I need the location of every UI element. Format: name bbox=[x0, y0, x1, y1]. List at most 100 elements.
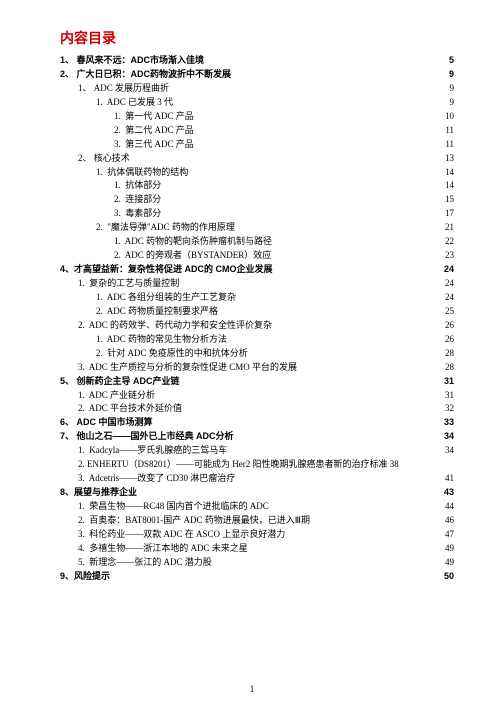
toc-page-number: 9 bbox=[430, 96, 454, 110]
toc-entry: 1. ADC 产业链分析31 bbox=[60, 389, 454, 403]
toc-label: 2. 第二代 ADC 产品 bbox=[60, 124, 430, 138]
toc-label: 4. 多禧生物——浙江本地的 ADC 未来之星 bbox=[60, 542, 430, 556]
toc-label: 5. 新理念——张江的 ADC 潜力股 bbox=[60, 556, 430, 570]
toc-page-number: 14 bbox=[430, 179, 454, 193]
toc-page-number: 34 bbox=[430, 430, 454, 444]
toc-entry: 8、展望与推荐企业43 bbox=[60, 486, 454, 500]
toc-entry: 1. 荣昌生物——RC48 国内首个进批临床的 ADC44 bbox=[60, 500, 454, 514]
toc-page-number: 22 bbox=[430, 235, 454, 249]
toc-label: 1. 荣昌生物——RC48 国内首个进批临床的 ADC bbox=[60, 500, 430, 514]
toc-entry: 6、 ADC 中国市场测算33 bbox=[60, 416, 454, 430]
toc-entry: 1. 复杂的工艺与质量控制24 bbox=[60, 277, 454, 291]
toc-label: 2. "魔法导弹"ADC 药物的作用原理 bbox=[60, 221, 430, 235]
toc-page-number: 32 bbox=[430, 402, 454, 416]
toc-entry: 1. 第一代 ADC 产品10 bbox=[60, 110, 454, 124]
toc-label: 7、 他山之石——国外已上市经典 ADC分析 bbox=[60, 430, 430, 444]
toc-title: 内容目录 bbox=[60, 28, 454, 48]
toc-label: 3. 毒素部分 bbox=[60, 207, 430, 221]
toc-entry: 5. 新理念——张江的 ADC 潜力股49 bbox=[60, 556, 454, 570]
toc-page-number: 47 bbox=[430, 528, 454, 542]
toc-page-number: 11 bbox=[430, 124, 454, 138]
toc-entry: 3. Adcetris——改变了 CD30 淋巴瘤治疗41 bbox=[60, 472, 454, 486]
toc-label: 2、 广大日已积：ADC药物波折中不断发展 bbox=[60, 68, 430, 82]
toc-page-number: 49 bbox=[430, 542, 454, 556]
toc-entry: 2. "魔法导弹"ADC 药物的作用原理21 bbox=[60, 221, 454, 235]
toc-label: 6、 ADC 中国市场测算 bbox=[60, 416, 430, 430]
toc-entry: 2. ADC 平台技术外延价值32 bbox=[60, 402, 454, 416]
toc-label: 1. ADC 已发展 3 代 bbox=[60, 96, 430, 110]
toc-label: 1. 抗体偶联药物的结构 bbox=[60, 166, 430, 180]
toc-body: 1、 春风来不远：ADC市场渐入佳境52、 广大日已积：ADC药物波折中不断发展… bbox=[60, 54, 454, 584]
toc-page-number: 26 bbox=[430, 333, 454, 347]
toc-label: 3. 科伦药业——双款 ADC 在 ASCO 上显示良好潜力 bbox=[60, 528, 430, 542]
toc-label: 1. 第一代 ADC 产品 bbox=[60, 110, 430, 124]
toc-label: 5、 创新药企主导 ADC产业链 bbox=[60, 375, 430, 389]
toc-entry: 1、 ADC 发展历程曲折9 bbox=[60, 82, 454, 96]
toc-label: 2. ADC 的药效学、药代动力学和安全性评价复杂 bbox=[60, 319, 430, 333]
toc-page-number: 11 bbox=[430, 138, 454, 152]
toc-label: 1. ADC 各组分组装的生产工艺复杂 bbox=[60, 291, 430, 305]
toc-entry: 1. 抗体部分14 bbox=[60, 179, 454, 193]
toc-entry: 1、 春风来不远：ADC市场渐入佳境5 bbox=[60, 54, 454, 68]
toc-label: 2. ADC 的旁观者（BYSTANDER）效应 bbox=[60, 249, 430, 263]
toc-page-number: 31 bbox=[430, 389, 454, 403]
toc-label: 1. 抗体部分 bbox=[60, 179, 430, 193]
toc-page-number: 21 bbox=[430, 221, 454, 235]
toc-label: 1. ADC 药物的靶向杀伤肿瘤机制与路径 bbox=[60, 235, 430, 249]
toc-page-number: 10 bbox=[430, 110, 454, 124]
toc-entry: 1. ADC 各组分组装的生产工艺复杂24 bbox=[60, 291, 454, 305]
page-footer: 1 bbox=[0, 684, 504, 694]
toc-page: 内容目录 1、 春风来不远：ADC市场渐入佳境52、 广大日已积：ADC药物波折… bbox=[0, 0, 504, 584]
toc-entry: 1. ADC 已发展 3 代9 bbox=[60, 96, 454, 110]
toc-entry: 3. 科伦药业——双款 ADC 在 ASCO 上显示良好潜力47 bbox=[60, 528, 454, 542]
toc-label: 1. ADC 药物的常见生物分析方法 bbox=[60, 333, 430, 347]
toc-label: 3. ADC 生产质控与分析的复杂性促进 CMO 平台的发展 bbox=[60, 361, 430, 375]
toc-page-number: 23 bbox=[430, 249, 454, 263]
toc-label: 9、风险提示 bbox=[60, 570, 430, 584]
toc-entry: 9、风险提示50 bbox=[60, 570, 454, 584]
toc-page-number: 5 bbox=[430, 54, 454, 68]
toc-page-number: 24 bbox=[430, 277, 454, 291]
toc-label: 4、才高望益新：复杂性将促进 ADC的 CMO企业发展 bbox=[60, 263, 430, 277]
toc-entry: 3. 毒素部分17 bbox=[60, 207, 454, 221]
toc-page-number: 28 bbox=[430, 347, 454, 361]
toc-page-number: 46 bbox=[430, 514, 454, 528]
toc-label: 2. 百奥泰：BAT8001-国产 ADC 药物进展最快，已进入Ⅲ期 bbox=[60, 514, 430, 528]
toc-label: 2、 核心技术 bbox=[60, 152, 430, 166]
toc-page-number: 24 bbox=[430, 263, 454, 277]
toc-page-number: 17 bbox=[430, 207, 454, 221]
toc-page-number: 43 bbox=[430, 486, 454, 500]
toc-entry: 2. 第二代 ADC 产品11 bbox=[60, 124, 454, 138]
toc-page-number: 14 bbox=[430, 166, 454, 180]
toc-page-number: 44 bbox=[430, 500, 454, 514]
toc-entry: 1. 抗体偶联药物的结构14 bbox=[60, 166, 454, 180]
toc-entry: 2、 广大日已积：ADC药物波折中不断发展9 bbox=[60, 68, 454, 82]
toc-label: 2. ADC 药物质量控制要求严格 bbox=[60, 305, 430, 319]
toc-page-number: 41 bbox=[430, 472, 454, 486]
toc-entry: 2. 针对 ADC 免疫原性的中和抗体分析28 bbox=[60, 347, 454, 361]
toc-label: 2. 针对 ADC 免疫原性的中和抗体分析 bbox=[60, 347, 430, 361]
toc-page-number: 28 bbox=[430, 361, 454, 375]
toc-entry: 7、 他山之石——国外已上市经典 ADC分析34 bbox=[60, 430, 454, 444]
toc-label: 2. 连接部分 bbox=[60, 193, 430, 207]
toc-page-number: 49 bbox=[430, 556, 454, 570]
toc-page-number: 26 bbox=[430, 319, 454, 333]
toc-page-number: 31 bbox=[430, 375, 454, 389]
toc-page-number: 13 bbox=[430, 152, 454, 166]
toc-entry: 1. ADC 药物的常见生物分析方法26 bbox=[60, 333, 454, 347]
toc-label: 8、展望与推荐企业 bbox=[60, 486, 430, 500]
toc-entry: 1. Kadcyla——罗氏乳腺癌的三驾马车34 bbox=[60, 444, 454, 458]
toc-label: 3. Adcetris——改变了 CD30 淋巴瘤治疗 bbox=[60, 472, 430, 486]
toc-page-number: 25 bbox=[430, 305, 454, 319]
toc-label: 3. 第三代 ADC 产品 bbox=[60, 138, 430, 152]
toc-page-number: 9 bbox=[430, 68, 454, 82]
toc-entry: 2、 核心技术13 bbox=[60, 152, 454, 166]
toc-page-number: 9 bbox=[430, 82, 454, 96]
toc-entry: 2. ENHERTU（DS8201）——可能成为 Her2 阳性晚期乳腺癌患者新… bbox=[60, 458, 454, 472]
toc-entry: 2. 百奥泰：BAT8001-国产 ADC 药物进展最快，已进入Ⅲ期46 bbox=[60, 514, 454, 528]
toc-entry: 4. 多禧生物——浙江本地的 ADC 未来之星49 bbox=[60, 542, 454, 556]
toc-page-number: 50 bbox=[430, 570, 454, 584]
toc-label: 1、 春风来不远：ADC市场渐入佳境 bbox=[60, 54, 430, 68]
toc-label: 1. Kadcyla——罗氏乳腺癌的三驾马车 bbox=[60, 444, 430, 458]
toc-entry: 2. 连接部分15 bbox=[60, 193, 454, 207]
